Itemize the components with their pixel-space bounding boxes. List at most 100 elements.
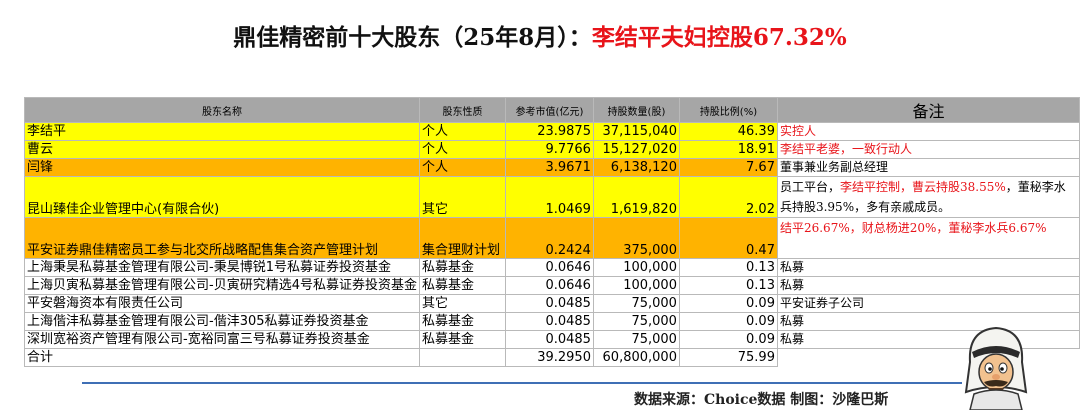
source-credit: 数据来源：Choice数据 制图：沙隆巴斯 xyxy=(634,392,889,408)
header-name: 股东名称 xyxy=(24,97,420,123)
cell-type: 私募基金 xyxy=(418,330,506,349)
header-type: 股东性质 xyxy=(418,97,506,123)
cell-pct: 18.91 xyxy=(678,140,778,159)
total-value: 39.2950 xyxy=(504,348,594,367)
table-row: 昆山臻佳企业管理中心(有限合伙) 其它 1.0469 1,619,820 2.0… xyxy=(24,176,1080,218)
cell-pct: 0.13 xyxy=(678,258,778,277)
cell-value: 0.0646 xyxy=(504,258,594,277)
cell-value: 0.2424 xyxy=(504,217,594,259)
page-title: 鼎佳精密前十大股东（25年8月）：李结平夫妇控股67.32% xyxy=(0,18,1080,52)
cell-value: 0.0485 xyxy=(504,294,594,313)
cell-name: 李结平 xyxy=(24,122,420,141)
table-row: 闫锋 个人 3.9671 6,138,120 7.67 董事兼业务副总经理 xyxy=(24,158,1080,177)
cell-name: 上海贝寅私募基金管理有限公司-贝寅研究精选4号私募证券投资基金 xyxy=(24,276,420,295)
title-main: 鼎佳精密前十大股东（25年8月）： xyxy=(233,24,592,51)
remark-red: 结平26.67%，财总杨进20%，董秘李水兵6.67% xyxy=(779,221,1047,235)
cell-type: 其它 xyxy=(418,176,506,218)
cell-remark: 实控人 xyxy=(776,122,1080,141)
table-row: 平安证券鼎佳精密员工参与北交所战略配售集合资产管理计划 集合理财计划 0.242… xyxy=(24,217,1080,259)
cell-value: 3.9671 xyxy=(504,158,594,177)
cell-name: 昆山臻佳企业管理中心(有限合伙) xyxy=(24,176,420,218)
header-remark: 备注 xyxy=(776,97,1080,123)
cell-remark: 董事兼业务副总经理 xyxy=(776,158,1080,177)
cell-type: 个人 xyxy=(418,158,506,177)
cartoon-man-with-headscarf-icon xyxy=(964,326,1028,410)
cell-type: 集合理财计划 xyxy=(418,217,506,259)
title-highlight: 李结平夫妇控股67.32% xyxy=(591,24,847,51)
cell-pct: 0.13 xyxy=(678,276,778,295)
table-row: 上海贝寅私募基金管理有限公司-贝寅研究精选4号私募证券投资基金 私募基金 0.0… xyxy=(24,276,1080,295)
total-label: 合计 xyxy=(24,348,420,367)
cell-remark: 私募 xyxy=(776,312,1080,331)
total-shares: 60,800,000 xyxy=(592,348,680,367)
cell-remark: 员工平台，李结平控制，曹云持股38.55%，董秘李水兵持股3.95%，多有亲戚成… xyxy=(776,176,1080,218)
cell-remark: 结平26.67%，财总杨进20%，董秘李水兵6.67% xyxy=(776,217,1080,259)
table-row: 曹云 个人 9.7766 15,127,020 18.91 李结平老婆，一致行动… xyxy=(24,140,1080,159)
header-shares: 持股数量(股) xyxy=(592,97,680,123)
table-header-row: 股东名称 股东性质 参考市值(亿元) 持股数量(股) 持股比例(%) 备注 xyxy=(24,97,1080,123)
cell-value: 0.0485 xyxy=(504,312,594,331)
cell-shares: 37,115,040 xyxy=(592,122,680,141)
remark-black: 私募 xyxy=(779,260,804,274)
remark-black: 私募 xyxy=(779,278,804,292)
cell-pct: 7.67 xyxy=(678,158,778,177)
cell-pct: 0.47 xyxy=(678,217,778,259)
table-row: 上海偕沣私募基金管理有限公司-偕沣305私募证券投资基金 私募基金 0.0485… xyxy=(24,312,1080,331)
total-type-empty xyxy=(418,348,506,367)
cell-shares: 100,000 xyxy=(592,276,680,295)
header-value: 参考市值(亿元) xyxy=(504,97,594,123)
cell-remark: 私募 xyxy=(776,330,1080,349)
cell-remark: 李结平老婆，一致行动人 xyxy=(776,140,1080,159)
remark-red: 李结平老婆，一致行动人 xyxy=(779,142,912,156)
remark-black: 平安证券子公司 xyxy=(779,296,864,310)
cell-name: 曹云 xyxy=(24,140,420,159)
cell-shares: 75,000 xyxy=(592,330,680,349)
table-total-row: 合计 39.2950 60,800,000 75.99 xyxy=(24,348,1080,367)
cell-type: 其它 xyxy=(418,294,506,313)
cell-pct: 0.09 xyxy=(678,312,778,331)
cell-remark: 平安证券子公司 xyxy=(776,294,1080,313)
cell-shares: 6,138,120 xyxy=(592,158,680,177)
remark-pre: 员工平台， xyxy=(779,180,840,194)
cell-value: 0.0485 xyxy=(504,330,594,349)
cell-value: 23.9875 xyxy=(504,122,594,141)
cell-remark: 私募 xyxy=(776,258,1080,277)
cell-shares: 100,000 xyxy=(592,258,680,277)
remark-black: 私募 xyxy=(779,332,804,346)
cell-type: 个人 xyxy=(418,122,506,141)
cell-pct: 0.09 xyxy=(678,294,778,313)
total-pct: 75.99 xyxy=(678,348,778,367)
cell-name: 深圳宽裕资产管理有限公司-宽裕同富三号私募证券投资基金 xyxy=(24,330,420,349)
cell-name: 平安磐海资本有限责任公司 xyxy=(24,294,420,313)
cell-shares: 15,127,020 xyxy=(592,140,680,159)
cell-pct: 0.09 xyxy=(678,330,778,349)
cell-type: 个人 xyxy=(418,140,506,159)
cell-name: 闫锋 xyxy=(24,158,420,177)
cell-pct: 2.02 xyxy=(678,176,778,218)
remark-black: ，董秘李水兵持股3.95%，多有亲戚成员。 xyxy=(779,180,1066,214)
table-row: 深圳宽裕资产管理有限公司-宽裕同富三号私募证券投资基金 私募基金 0.0485 … xyxy=(24,330,1080,349)
table-row: 平安磐海资本有限责任公司 其它 0.0485 75,000 0.09 平安证券子… xyxy=(24,294,1080,313)
cell-name: 上海秉昊私募基金管理有限公司-秉昊博锐1号私募证券投资基金 xyxy=(24,258,420,277)
cell-pct: 46.39 xyxy=(678,122,778,141)
remark-red: 李结平控制，曹云持股38.55% xyxy=(839,180,1006,194)
footer-rule xyxy=(82,382,962,384)
cell-value: 9.7766 xyxy=(504,140,594,159)
cell-name: 上海偕沣私募基金管理有限公司-偕沣305私募证券投资基金 xyxy=(24,312,420,331)
cell-type: 私募基金 xyxy=(418,258,506,277)
cell-shares: 75,000 xyxy=(592,294,680,313)
cell-shares: 75,000 xyxy=(592,312,680,331)
cell-shares: 1,619,820 xyxy=(592,176,680,218)
shareholder-table: 股东名称 股东性质 参考市值(亿元) 持股数量(股) 持股比例(%) 备注 李结… xyxy=(24,97,1080,367)
remark-black: 私募 xyxy=(779,314,804,328)
header-pct: 持股比例(%) xyxy=(678,97,778,123)
remark-red: 实控人 xyxy=(779,124,816,138)
remark-black: 董事兼业务副总经理 xyxy=(779,160,888,174)
cell-value: 1.0469 xyxy=(504,176,594,218)
cell-name: 平安证券鼎佳精密员工参与北交所战略配售集合资产管理计划 xyxy=(24,217,420,259)
table-row: 李结平 个人 23.9875 37,115,040 46.39 实控人 xyxy=(24,122,1080,141)
cell-value: 0.0646 xyxy=(504,276,594,295)
cell-remark: 私募 xyxy=(776,276,1080,295)
table-row: 上海秉昊私募基金管理有限公司-秉昊博锐1号私募证券投资基金 私募基金 0.064… xyxy=(24,258,1080,277)
cell-shares: 375,000 xyxy=(592,217,680,259)
